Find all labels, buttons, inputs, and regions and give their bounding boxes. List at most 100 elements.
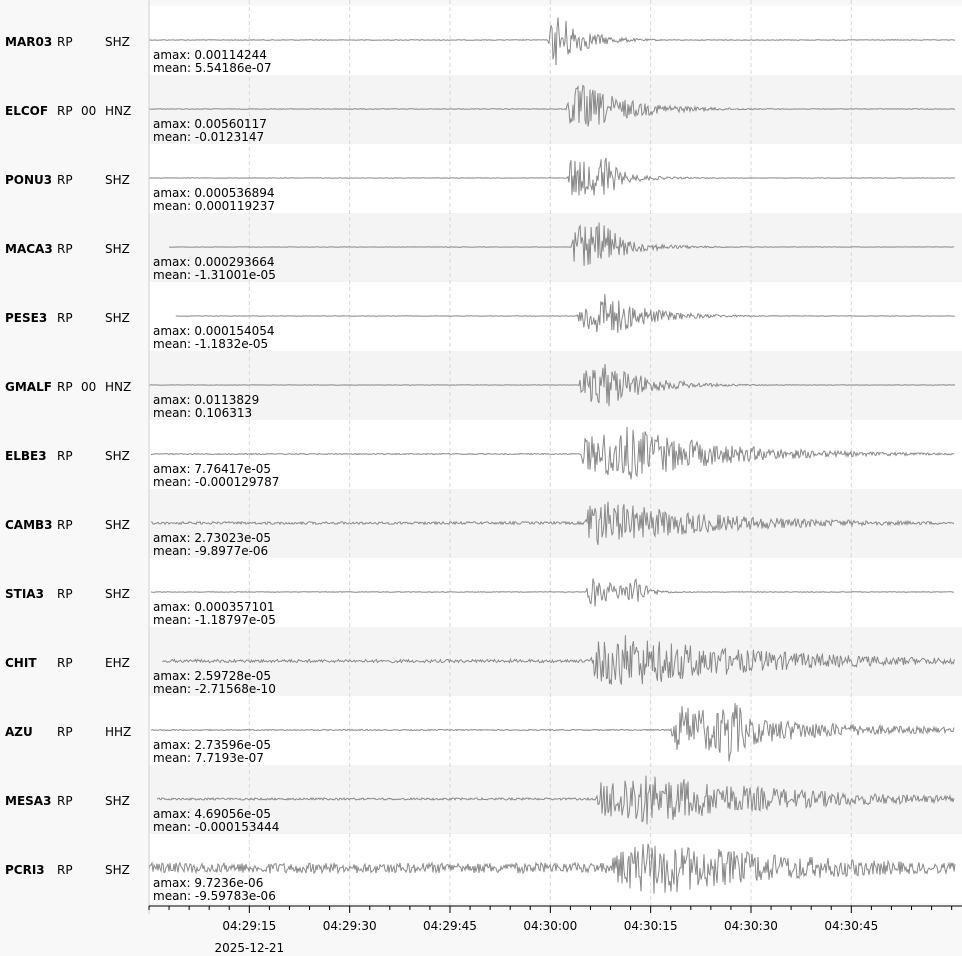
- mean-label: mean: 7.7193e-07: [153, 751, 264, 765]
- channel-code: SHZ: [105, 449, 130, 463]
- channel-label-column: MAR03 RP SHZ ELCOF RP 00 HNZ PONU3 RP SHZ MACA3 RP S…: [0, 6, 148, 903]
- channel-label-row: PONU3 RP SHZ: [0, 144, 148, 213]
- mean-label: mean: -1.31001e-05: [153, 268, 276, 282]
- network-code: RP: [57, 35, 73, 49]
- network-code: RP: [57, 311, 73, 325]
- amax-label: amax: 0.00114244: [153, 48, 267, 62]
- network-code: RP: [57, 173, 73, 187]
- time-tick-label: 04:29:45: [423, 919, 477, 933]
- waveform-stia3: [150, 577, 955, 607]
- waveform-mar03: [148, 17, 956, 66]
- network-code: RP: [57, 380, 73, 394]
- time-tick-label: 04:30:15: [624, 919, 678, 933]
- station-name: AZU: [5, 725, 33, 739]
- waveform-maca3: [169, 222, 955, 267]
- mean-label: mean: -1.1832e-05: [153, 337, 268, 351]
- amax-label: amax: 0.000357101: [153, 600, 275, 614]
- channel-code: SHZ: [105, 242, 130, 256]
- mean-label: mean: 0.106313: [153, 406, 252, 420]
- amax-label: amax: 0.00560117: [153, 117, 267, 131]
- amax-label: amax: 9.7236e-06: [153, 876, 263, 890]
- network-code: RP: [57, 656, 73, 670]
- channel-code: SHZ: [105, 35, 130, 49]
- channel-code: SHZ: [105, 863, 130, 877]
- channel-label-row: MACA3 RP SHZ: [0, 213, 148, 282]
- waveform-chit: [162, 635, 955, 685]
- network-code: RP: [57, 794, 73, 808]
- network-code: RP: [57, 863, 73, 877]
- time-tick-label: 04:30:30: [724, 919, 778, 933]
- mean-label: mean: -0.0123147: [153, 130, 264, 144]
- mean-label: mean: -2.71568e-10: [153, 682, 276, 696]
- channel-code: SHZ: [105, 518, 130, 532]
- waveform-elbe3: [151, 426, 955, 480]
- network-code: RP: [57, 104, 73, 118]
- amax-label: amax: 4.69056e-05: [153, 807, 271, 821]
- network-code: RP: [57, 725, 73, 739]
- channel-label-row: AZU RP HHZ: [0, 696, 148, 765]
- waveform-elcof: [148, 84, 956, 127]
- time-tick-label: 04:29:15: [222, 919, 276, 933]
- channel-label-row: CAMB3 RP SHZ: [0, 489, 148, 558]
- channel-label-row: STIA3 RP SHZ: [0, 558, 148, 627]
- channel-label-row: GMALF RP 00 HNZ: [0, 351, 148, 420]
- station-name: PONU3: [5, 173, 53, 187]
- amax-label: amax: 7.76417e-05: [153, 462, 271, 476]
- mean-label: mean: -9.59783e-06: [153, 889, 276, 903]
- network-code: RP: [57, 449, 73, 463]
- network-code: RP: [57, 242, 73, 256]
- waveform-gmalf: [148, 363, 956, 407]
- waveform-azu: [150, 702, 955, 762]
- channel-label-row: MESA3 RP SHZ: [0, 765, 148, 834]
- channel-code: EHZ: [105, 656, 130, 670]
- mean-label: mean: -1.18797e-05: [153, 613, 276, 627]
- station-name: MACA3: [5, 242, 53, 256]
- amax-label: amax: 0.000154054: [153, 324, 275, 338]
- station-name: PCRI3: [5, 863, 45, 877]
- waveform-mesa3: [156, 775, 955, 825]
- channel-label-row: ELBE3 RP SHZ: [0, 420, 148, 489]
- location-code: 00: [81, 380, 97, 394]
- channel-label-row: MAR03 RP SHZ: [0, 6, 148, 75]
- amax-label: amax: 2.59728e-05: [153, 669, 271, 683]
- network-code: RP: [57, 587, 73, 601]
- channel-label-row: PESE3 RP SHZ: [0, 282, 148, 351]
- mean-label: mean: -9.8977e-06: [153, 544, 268, 558]
- station-name: CAMB3: [5, 518, 53, 532]
- channel-label-row: CHIT RP EHZ: [0, 627, 148, 696]
- amax-label: amax: 2.73023e-05: [153, 531, 271, 545]
- time-tick-label: 04:30:45: [824, 919, 878, 933]
- channel-code: SHZ: [105, 311, 130, 325]
- waveform-pcri3: [148, 843, 956, 894]
- channel-label-row: PCRI3 RP SHZ: [0, 834, 148, 903]
- channel-code: SHZ: [105, 794, 130, 808]
- time-tick-label: 04:29:30: [323, 919, 377, 933]
- mean-label: mean: 5.54186e-07: [153, 61, 272, 75]
- station-name: GMALF: [5, 380, 52, 394]
- station-name: MESA3: [5, 794, 52, 808]
- channel-code: HNZ: [105, 104, 132, 118]
- amax-label: amax: 0.000293664: [153, 255, 275, 269]
- channel-code: SHZ: [105, 587, 130, 601]
- date-label: 2025-12-21: [214, 941, 284, 955]
- station-name: ELBE3: [5, 449, 47, 463]
- time-tick-label: 04:30:00: [523, 919, 577, 933]
- amax-label: amax: 0.000536894: [153, 186, 275, 200]
- mean-label: mean: 0.000119237: [153, 199, 275, 213]
- station-name: CHIT: [5, 656, 37, 670]
- station-name: STIA3: [5, 587, 44, 601]
- channel-code: HHZ: [105, 725, 132, 739]
- waveform-camb3: [150, 501, 955, 546]
- channel-label-row: ELCOF RP 00 HNZ: [0, 75, 148, 144]
- network-code: RP: [57, 518, 73, 532]
- waveform-ponu3: [148, 157, 955, 196]
- station-name: MAR03: [5, 35, 53, 49]
- channel-code: HNZ: [105, 380, 132, 394]
- waveform-pese3: [175, 294, 955, 333]
- amax-label: amax: 0.0113829: [153, 393, 259, 407]
- location-code: 00: [81, 104, 97, 118]
- amax-label: amax: 2.73596e-05: [153, 738, 271, 752]
- mean-label: mean: -0.000153444: [153, 820, 279, 834]
